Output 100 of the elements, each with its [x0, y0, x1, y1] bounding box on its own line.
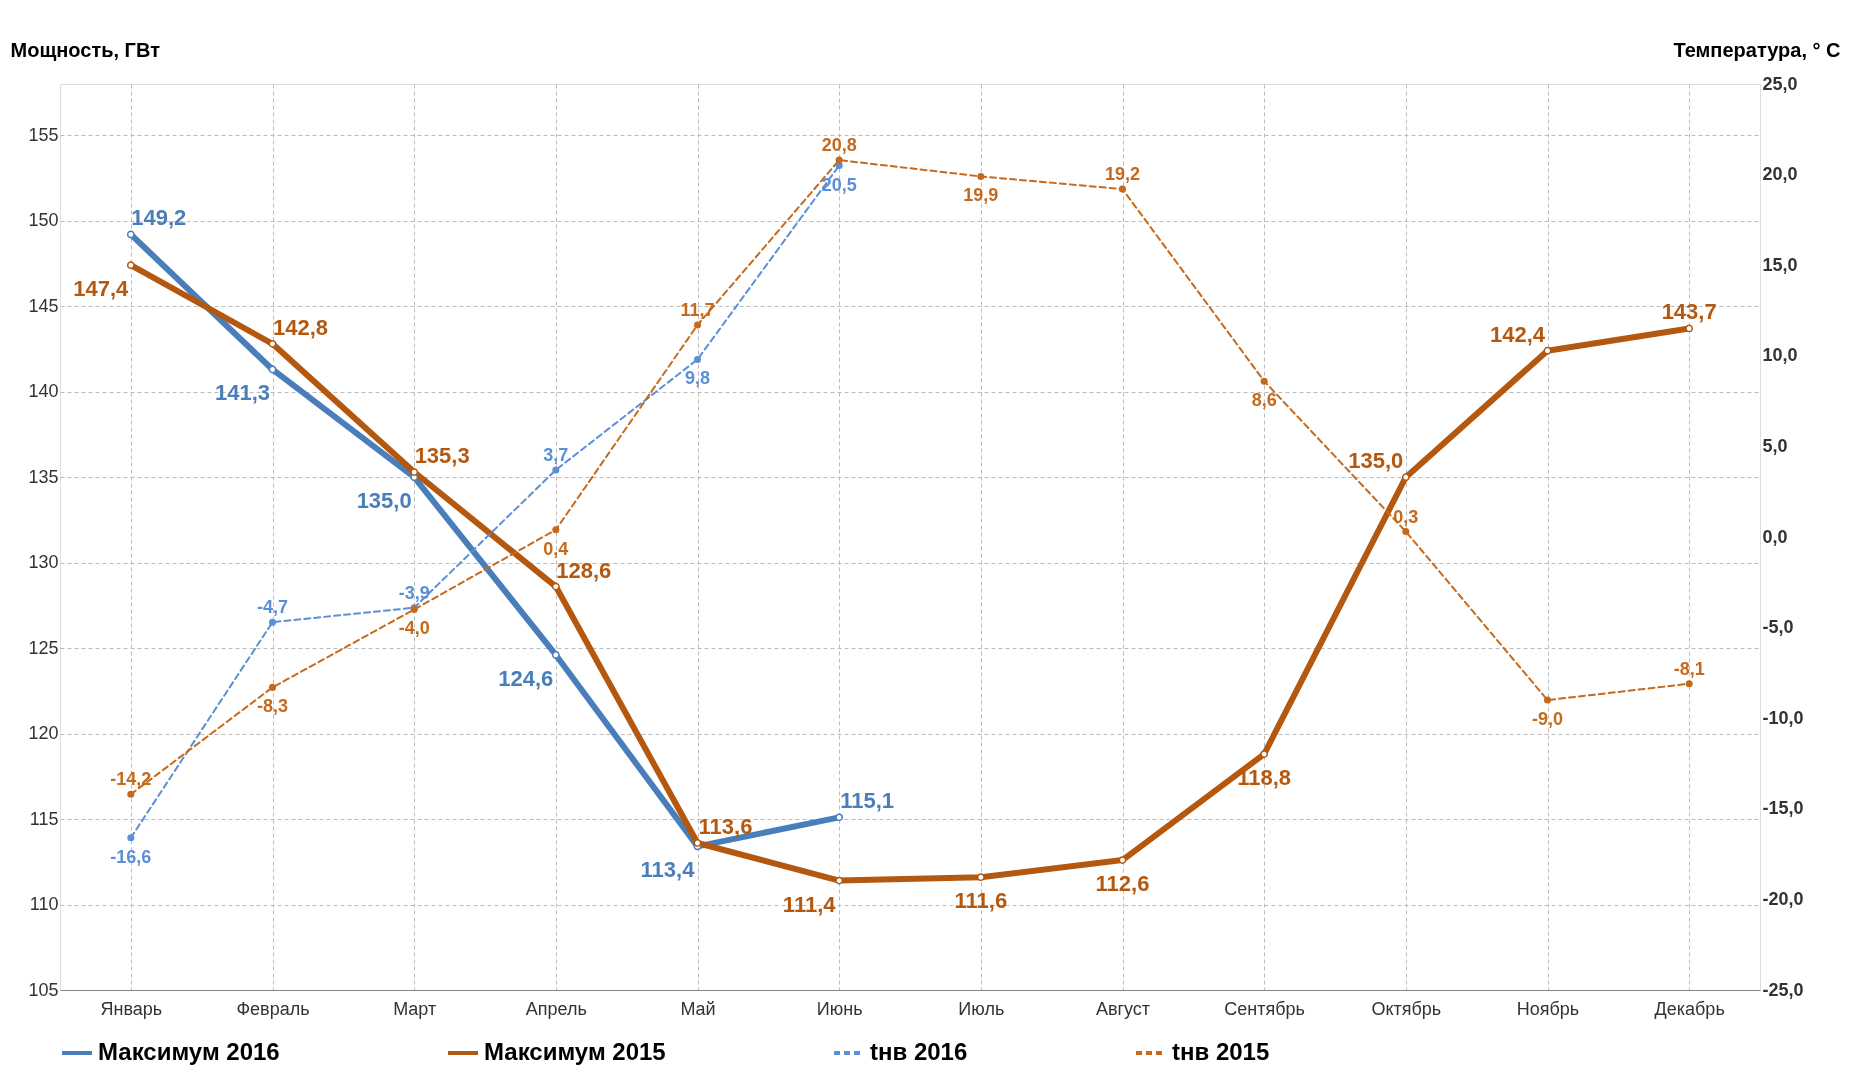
data-label: -16,6 — [110, 846, 152, 867]
point — [835, 156, 843, 164]
point — [268, 618, 277, 626]
data-label: -4,7 — [256, 597, 289, 618]
point — [1685, 680, 1693, 688]
data-label: 135,0 — [1348, 448, 1404, 474]
y2-tick-label: 5,0 — [1762, 435, 1788, 456]
point — [1260, 750, 1269, 758]
y2-tick-label: -15,0 — [1762, 798, 1804, 819]
point — [1402, 528, 1410, 536]
x-tick-label: Январь — [100, 998, 163, 1019]
y-tick-label: 145 — [28, 295, 59, 316]
data-label: 3,7 — [543, 444, 569, 465]
data-label: 20,5 — [821, 174, 857, 195]
point — [1118, 185, 1127, 193]
legend-label: Максимум 2016 — [98, 1038, 280, 1065]
y2-axis-title: Температура, ° С — [1673, 38, 1841, 61]
y-tick-label: 115 — [29, 808, 59, 829]
legend-label: tнв 2016 — [870, 1038, 968, 1065]
data-label: 19,9 — [963, 185, 999, 206]
data-label: -3,9 — [398, 582, 430, 603]
x-tick-label: Октябрь — [1371, 998, 1442, 1019]
x-tick-label: Август — [1095, 998, 1151, 1019]
point — [1543, 696, 1552, 704]
y-tick-label: 105 — [28, 979, 59, 1000]
data-label: 143,7 — [1661, 299, 1717, 325]
data-label: 0,4 — [543, 538, 569, 559]
data-label: 19,2 — [1104, 164, 1141, 185]
point — [127, 834, 135, 842]
data-label: -9,0 — [1531, 709, 1564, 730]
point — [693, 321, 702, 329]
y-tick-label: 130 — [28, 552, 59, 573]
y2-tick-label: 0,0 — [1762, 526, 1788, 547]
point — [552, 466, 560, 474]
point — [835, 162, 843, 170]
point — [693, 839, 702, 847]
y2-tick-label: -10,0 — [1762, 707, 1804, 728]
data-label: -4,0 — [398, 618, 430, 639]
data-label: 118,8 — [1237, 765, 1292, 791]
data-label: 11,7 — [680, 300, 715, 320]
data-label: 112,6 — [1095, 871, 1150, 897]
y2-tick-label: -5,0 — [1762, 617, 1794, 638]
point — [552, 526, 560, 534]
y2-tick-label: -25,0 — [1762, 979, 1804, 1000]
y-tick-label: 110 — [29, 894, 59, 915]
y2-tick-label: 15,0 — [1762, 254, 1798, 275]
data-label: 124,6 — [498, 665, 554, 691]
data-label: 0,3 — [1393, 506, 1419, 527]
data-label: 141,3 — [214, 380, 271, 406]
x-tick-label: Февраль — [236, 998, 310, 1019]
data-label: -14,2 — [110, 769, 152, 790]
point — [410, 468, 419, 476]
data-label: 142,8 — [272, 314, 329, 340]
data-label: 149,2 — [131, 205, 187, 231]
data-label: -8,3 — [256, 696, 289, 717]
point — [1260, 377, 1268, 385]
y-tick-label: 140 — [28, 381, 59, 402]
data-label: 135,0 — [356, 488, 412, 514]
x-tick-label: Сентябрь — [1224, 998, 1305, 1019]
data-label: -8,1 — [1673, 658, 1705, 679]
point — [127, 790, 135, 798]
x-tick-label: Июль — [958, 998, 1005, 1019]
data-label: 113,4 — [640, 857, 696, 883]
point — [126, 261, 135, 270]
point — [126, 230, 135, 239]
x-tick-label: Май — [680, 998, 716, 1019]
data-label: 128,6 — [556, 557, 612, 583]
legend-label: Максимум 2015 — [484, 1038, 666, 1065]
data-label: 135,3 — [414, 443, 470, 469]
point — [268, 683, 277, 691]
point — [977, 172, 985, 180]
point — [551, 582, 560, 591]
y2-tick-label: -20,0 — [1762, 888, 1804, 909]
point — [1685, 324, 1694, 333]
data-label: 9,8 — [684, 368, 711, 389]
point — [551, 651, 560, 659]
x-tick-label: Июнь — [816, 998, 863, 1019]
x-tick-label: Апрель — [525, 998, 587, 1019]
y-tick-label: 135 — [28, 466, 59, 487]
y-tick-label: 120 — [28, 723, 59, 744]
point — [1118, 856, 1127, 864]
point — [1543, 346, 1552, 355]
y-tick-label: 125 — [28, 637, 59, 658]
point — [693, 355, 702, 363]
point — [268, 365, 277, 374]
data-label: 20,8 — [821, 135, 857, 156]
x-tick-label: Декабрь — [1654, 998, 1725, 1019]
data-label: 111,6 — [954, 888, 1008, 914]
point — [835, 813, 844, 822]
point — [976, 873, 985, 882]
data-label: 142,4 — [1489, 321, 1546, 347]
data-label: 113,6 — [698, 813, 753, 839]
data-label: 8,6 — [1251, 390, 1277, 411]
point — [1401, 473, 1410, 482]
y-axis-title: Мощность, ГВт — [10, 38, 161, 61]
x-tick-label: Март — [393, 998, 437, 1019]
x-tick-label: Ноябрь — [1516, 998, 1580, 1019]
legend-label: tнв 2015 — [1172, 1038, 1270, 1065]
point — [268, 339, 277, 348]
data-label: 147,4 — [73, 276, 130, 302]
